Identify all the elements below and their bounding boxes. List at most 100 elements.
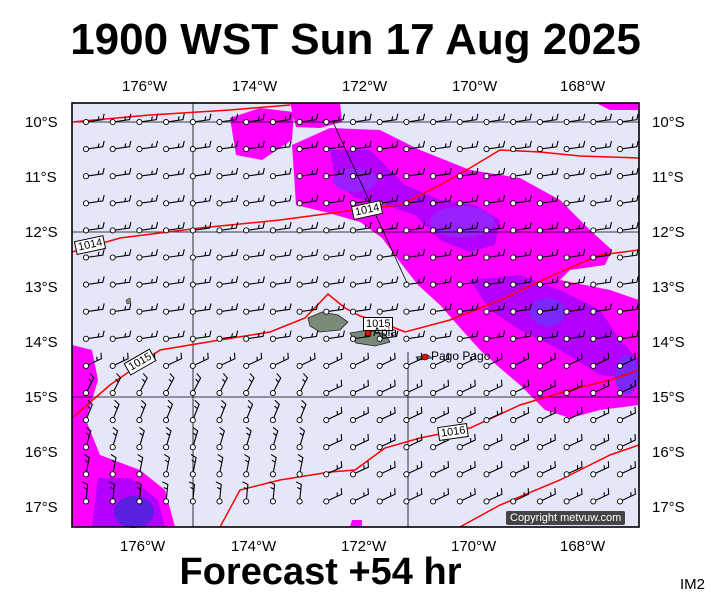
wind-station [616, 281, 624, 288]
wind-station [456, 335, 463, 342]
wind-station [616, 362, 624, 369]
wind-barb [459, 488, 476, 502]
wind-station [109, 308, 116, 315]
apia-label: Apia [373, 325, 398, 339]
wind-barb [459, 406, 476, 421]
wind-barb [272, 303, 292, 313]
wind-station [136, 173, 143, 180]
wind-barb [85, 330, 105, 340]
wind-barb [246, 222, 265, 231]
lat-label-16s-right: 16°S [652, 444, 685, 461]
wind-barb [219, 249, 239, 259]
lat-label-10s-right: 10°S [652, 114, 685, 131]
wind-station [163, 498, 170, 505]
wind-station [349, 335, 357, 342]
wind-station [163, 254, 170, 261]
place-markers [364, 329, 429, 361]
wind-barb [245, 426, 252, 448]
wind-station [590, 200, 597, 207]
wind-station [563, 444, 570, 451]
wind-barb [192, 373, 202, 394]
wind-station [616, 200, 624, 207]
wind-station [536, 118, 543, 126]
wind-barb [406, 194, 426, 204]
wind-station [510, 389, 517, 397]
wind-station [136, 200, 143, 207]
wind-barb [459, 276, 479, 286]
wind-barb [299, 276, 319, 286]
wind-station [590, 118, 597, 126]
wind-station [243, 118, 250, 126]
wind-station [216, 118, 223, 126]
wind-barb [619, 276, 639, 286]
wind-station [376, 471, 383, 478]
wind-barb [539, 140, 559, 150]
wind-barb [566, 303, 586, 313]
wind-station [430, 173, 437, 180]
wind-barb [295, 481, 302, 502]
forecast-map [0, 72, 711, 550]
wind-station [430, 308, 437, 315]
wind-barb [406, 352, 423, 367]
wind-barb [139, 249, 159, 259]
wind-barb [593, 140, 612, 150]
wind-barb [539, 330, 559, 340]
wind-station [216, 173, 223, 180]
wind-barb [219, 113, 239, 123]
wind-barb [270, 453, 277, 475]
wind-station [269, 281, 276, 288]
wind-barb [326, 113, 345, 123]
wind-station [616, 308, 624, 315]
wind-station [616, 471, 624, 478]
wind-barb [192, 426, 199, 448]
wind-station [243, 200, 250, 207]
lon-label-168w: 168°W [560, 78, 606, 95]
wind-station [403, 118, 410, 126]
wind-station [163, 308, 170, 315]
wind-barb [326, 330, 345, 340]
wind-barb [433, 140, 452, 150]
wind-barb [245, 373, 255, 394]
wind-barb [352, 249, 372, 259]
wind-station [136, 444, 143, 451]
wind-station [269, 146, 276, 153]
wind-station [590, 444, 597, 451]
island-small-1 [125, 297, 132, 305]
wind-barb [164, 453, 170, 475]
lat-label-17s: 17°S [25, 499, 58, 516]
wind-barb [406, 249, 426, 259]
wind-barb [135, 481, 142, 502]
wind-barb [486, 379, 503, 394]
wind-barb [593, 249, 612, 259]
wind-barb [166, 222, 185, 231]
wind-station [536, 389, 543, 397]
wind-barb [192, 330, 212, 340]
wind-station [82, 417, 90, 424]
wind-barb [406, 379, 423, 394]
wind-station [430, 444, 437, 451]
wind-barb [593, 433, 610, 448]
wind-station [456, 444, 463, 451]
wind-station [243, 444, 250, 451]
wind-barb [217, 453, 224, 475]
wind-barb [539, 113, 559, 123]
wind-station [376, 227, 383, 234]
wind-station [563, 417, 570, 424]
wind-barb [459, 167, 479, 177]
wind-barb [242, 481, 249, 502]
wind-barb [85, 399, 94, 421]
wind-barb [539, 433, 556, 448]
wind-station [109, 146, 116, 153]
wind-station [163, 444, 170, 451]
wind-barb [513, 276, 532, 286]
wind-station [590, 281, 597, 288]
lon-label-170w-bottom: 170°W [451, 538, 497, 555]
wind-barb [406, 330, 426, 340]
wind-barb [539, 167, 559, 177]
wind-station [616, 146, 624, 153]
wind-station [536, 254, 543, 261]
wind-barb [166, 194, 185, 204]
wind-barb [486, 461, 503, 475]
wind-station [536, 227, 543, 234]
wind-station [163, 335, 170, 342]
